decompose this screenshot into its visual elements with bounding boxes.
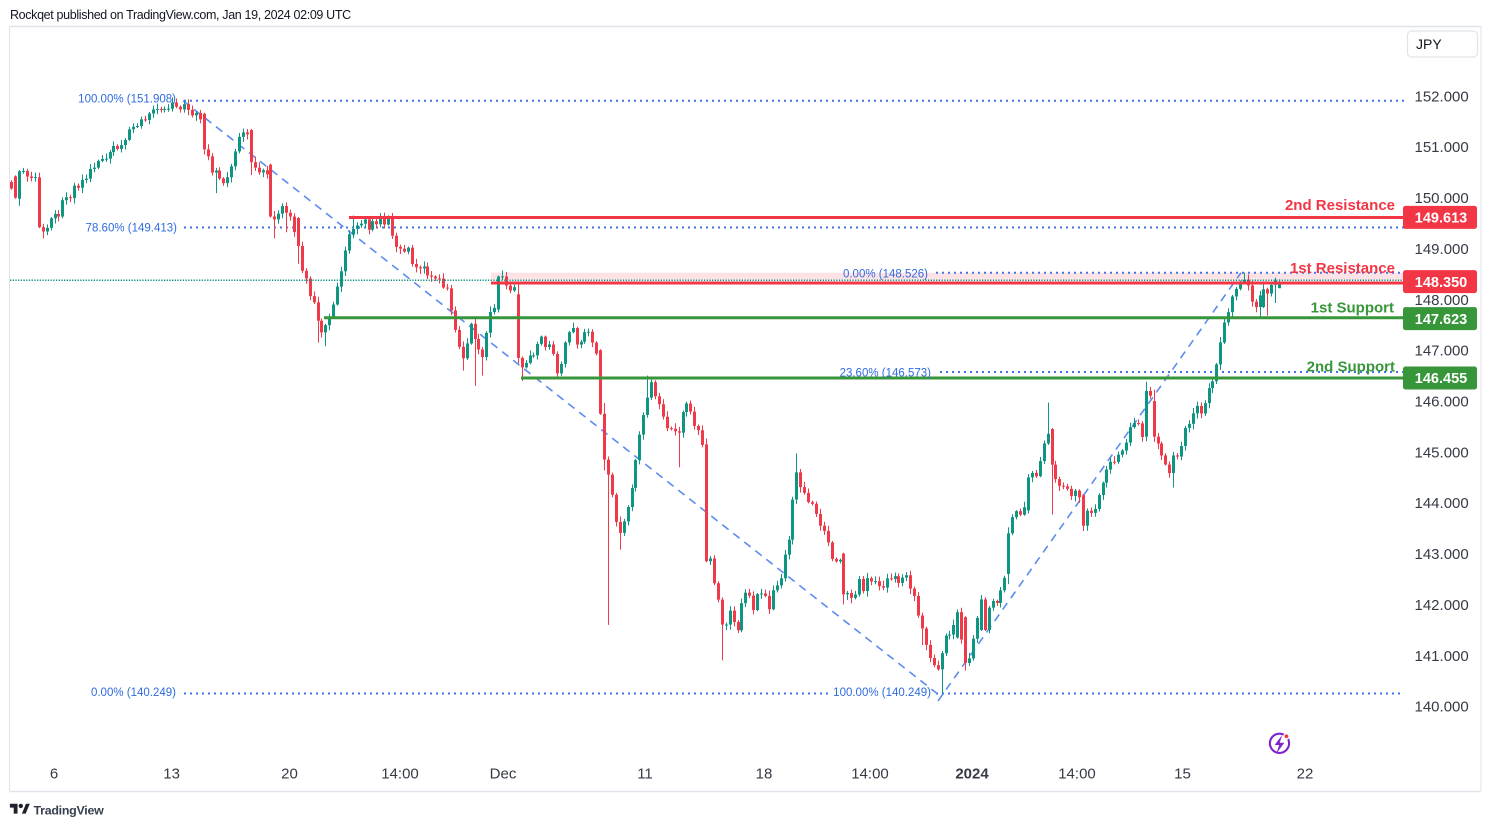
svg-text:100.00% (151.908): 100.00% (151.908) [78, 94, 176, 106]
svg-text:1st Support: 1st Support [1311, 300, 1394, 317]
svg-text:Rockqet published on TradingVi: Rockqet published on TradingView.com, Ja… [10, 8, 351, 22]
svg-text:140.000: 140.000 [1415, 699, 1469, 716]
svg-text:142.000: 142.000 [1415, 597, 1469, 614]
svg-text:15: 15 [1174, 766, 1191, 783]
svg-text:13: 13 [163, 766, 180, 783]
svg-text:100.00% (140.249): 100.00% (140.249) [833, 687, 931, 699]
svg-text:1st Resistance: 1st Resistance [1290, 260, 1395, 277]
svg-text:147.000: 147.000 [1415, 343, 1469, 360]
svg-text:6: 6 [50, 766, 58, 783]
svg-text:14:00: 14:00 [851, 766, 889, 783]
svg-text:TradingView: TradingView [34, 804, 105, 818]
svg-text:JPY: JPY [1416, 36, 1442, 52]
svg-text:0.00% (148.526): 0.00% (148.526) [843, 268, 928, 280]
svg-text:2nd Resistance: 2nd Resistance [1285, 197, 1395, 214]
svg-text:143.000: 143.000 [1415, 546, 1469, 563]
svg-text:145.000: 145.000 [1415, 444, 1469, 461]
svg-text:144.000: 144.000 [1415, 495, 1469, 512]
svg-text:20: 20 [281, 766, 298, 783]
svg-text:146.455: 146.455 [1415, 371, 1467, 387]
svg-text:151.000: 151.000 [1415, 139, 1469, 156]
svg-text:148.350: 148.350 [1415, 275, 1467, 291]
svg-text:146.000: 146.000 [1415, 394, 1469, 411]
svg-text:141.000: 141.000 [1415, 648, 1469, 665]
svg-text:0.00% (140.249): 0.00% (140.249) [91, 687, 176, 699]
svg-text:148.000: 148.000 [1415, 292, 1469, 309]
svg-text:23.60% (146.573): 23.60% (146.573) [840, 368, 932, 380]
svg-text:22: 22 [1297, 766, 1314, 783]
svg-text:14:00: 14:00 [381, 766, 419, 783]
svg-text:11: 11 [637, 766, 653, 783]
svg-text:18: 18 [756, 766, 773, 783]
svg-text:152.000: 152.000 [1415, 88, 1469, 105]
svg-text:78.60% (149.413): 78.60% (149.413) [86, 222, 178, 234]
svg-text:2024: 2024 [955, 766, 989, 783]
svg-text:147.623: 147.623 [1415, 312, 1467, 328]
svg-text:Dec: Dec [490, 766, 517, 783]
svg-text:2nd Support: 2nd Support [1307, 359, 1395, 376]
svg-text:150.000: 150.000 [1415, 190, 1469, 207]
svg-text:149.613: 149.613 [1415, 211, 1467, 227]
svg-text:149.000: 149.000 [1415, 241, 1469, 258]
svg-text:14:00: 14:00 [1058, 766, 1096, 783]
